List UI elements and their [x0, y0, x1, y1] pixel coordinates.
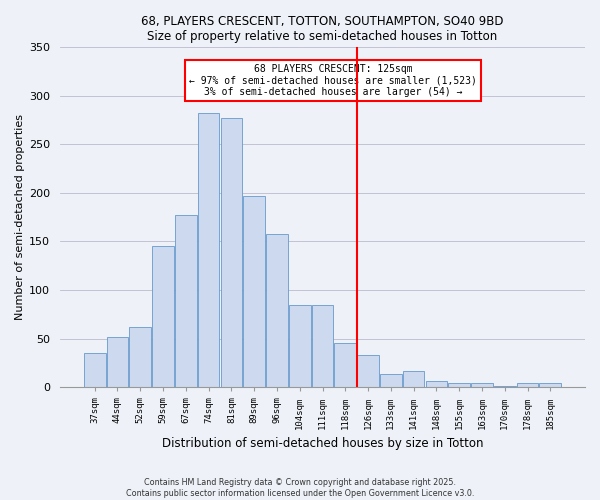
Bar	[334, 342, 356, 388]
Text: Contains HM Land Registry data © Crown copyright and database right 2025.
Contai: Contains HM Land Registry data © Crown c…	[126, 478, 474, 498]
Bar	[403, 371, 424, 388]
Bar	[471, 384, 493, 388]
Bar	[494, 386, 515, 388]
Bar	[84, 354, 106, 388]
Bar	[175, 215, 197, 388]
Bar	[380, 374, 401, 388]
Bar	[425, 380, 447, 388]
Bar	[517, 382, 538, 388]
Title: 68, PLAYERS CRESCENT, TOTTON, SOUTHAMPTON, SO40 9BD
Size of property relative to: 68, PLAYERS CRESCENT, TOTTON, SOUTHAMPTO…	[141, 15, 504, 43]
Y-axis label: Number of semi-detached properties: Number of semi-detached properties	[15, 114, 25, 320]
Text: 68 PLAYERS CRESCENT: 125sqm
← 97% of semi-detached houses are smaller (1,523)
3%: 68 PLAYERS CRESCENT: 125sqm ← 97% of sem…	[189, 64, 477, 97]
Bar	[152, 246, 174, 388]
Bar	[266, 234, 288, 388]
X-axis label: Distribution of semi-detached houses by size in Totton: Distribution of semi-detached houses by …	[162, 437, 483, 450]
Bar	[130, 327, 151, 388]
Bar	[357, 356, 379, 388]
Bar	[311, 304, 334, 388]
Bar	[198, 113, 220, 388]
Bar	[539, 382, 561, 388]
Bar	[107, 337, 128, 388]
Bar	[289, 304, 311, 388]
Bar	[244, 196, 265, 388]
Bar	[221, 118, 242, 388]
Bar	[448, 382, 470, 388]
